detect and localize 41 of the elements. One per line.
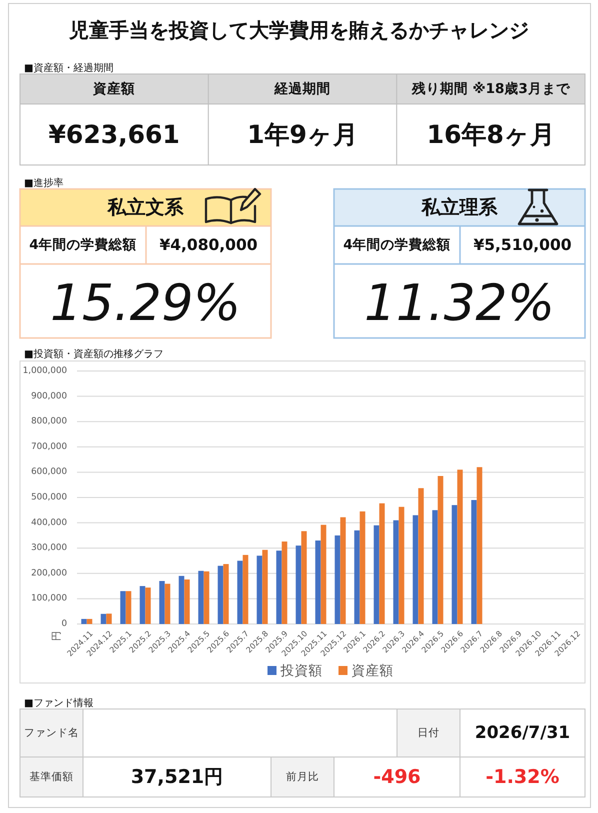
annotation: 基準価額 [30,771,74,783]
y-axis-title: 円 [52,631,62,641]
annotation: 2026/7/31 [474,723,570,743]
title: ■投資額・資産額の推移グラフ [24,349,164,360]
annotation: -496 [373,766,421,788]
annotation: ¥5,510,000 [473,236,572,254]
annotation: 15.29% [50,274,241,332]
annotation: 11.32% [364,274,555,332]
title: 児童手当を投資して大学費用を賄えるかチャレンジ [69,18,529,42]
annotation: 日付 [418,727,440,739]
annotation: ¥623,661 [48,120,180,149]
annotation: ファンド名 [24,727,79,739]
y-tick-label: 700,000 [31,442,67,452]
y-tick-label: 1,000,000 [22,366,67,376]
annotation: 私立理系 [422,196,498,218]
annotation: 4年間の学費総額 [29,237,137,253]
annotation: 1年9ヶ月 [247,120,358,149]
y-tick-label: 300,000 [31,543,67,554]
annotation: 4年間の学費総額 [343,237,451,253]
y-tick-label: 400,000 [31,518,67,528]
annotation: 経過期間 [274,81,330,97]
y-tick-label: 900,000 [31,391,67,402]
y-tick-label: 800,000 [31,416,67,427]
subtitle: ■資産額・経過期間 [24,63,114,74]
y-tick-label: 500,000 [31,492,67,502]
annotation: 資産額 [93,81,136,97]
annotation: 私立文系 [108,196,184,218]
legend-label: 資産額 [352,663,394,679]
annotation: 残り期間 ※18歳3月まで [412,81,570,97]
y-tick-label: 200,000 [31,568,67,578]
title: ■ファンド情報 [24,698,94,709]
annotation: 前月比 [286,771,319,783]
y-tick-label: 600,000 [31,467,67,478]
annotation: -1.32% [486,766,560,788]
annotation: 37,521円 [130,766,224,788]
legend-label: 投資額 [280,663,322,679]
annotation: 16年8ヶ月 [426,120,555,149]
y-tick-label: 100,000 [31,594,67,604]
title: ■進捗率 [24,178,64,189]
annotation: ¥4,080,000 [159,236,258,254]
y-tick-label: 0 [61,619,67,629]
